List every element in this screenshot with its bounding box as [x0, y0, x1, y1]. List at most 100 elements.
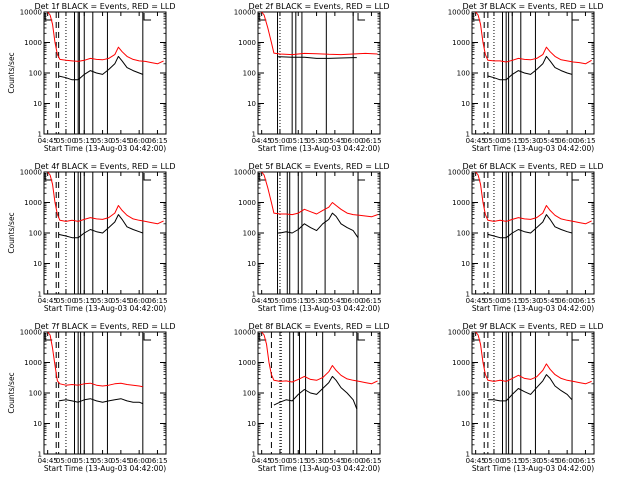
corner-marker [143, 173, 152, 181]
corner-marker [357, 13, 366, 21]
x-tick-label: 05:15 [502, 297, 522, 305]
x-axis-label: Start Time (13-Aug-03 04:42:00) [44, 464, 166, 473]
y-tick-label: 100 [243, 390, 256, 398]
x-tick-label: 05:45 [539, 137, 559, 145]
y-tick-label: 100 [243, 70, 256, 78]
y-tick-label: 1 [38, 451, 42, 459]
lld-rate-line [475, 11, 592, 65]
y-tick-label: 1000 [24, 359, 42, 367]
y-tick-label: 10 [461, 100, 470, 108]
corner-marker [472, 173, 481, 181]
y-tick-label: 1000 [238, 39, 256, 47]
lld-rate-line [47, 171, 164, 225]
y-tick-label: 10000 [448, 169, 470, 177]
x-tick-label: 06:00 [557, 457, 577, 465]
y-tick-label: 1000 [238, 199, 256, 207]
x-tick-label: 04:45 [38, 457, 58, 465]
x-tick-label: 05:30 [520, 457, 540, 465]
x-tick-label: 06:15 [575, 137, 595, 145]
x-tick-label: 05:30 [520, 297, 540, 305]
x-tick-label: 05:00 [484, 297, 504, 305]
x-tick-label: 06:15 [147, 457, 167, 465]
x-tick-label: 05:15 [502, 137, 522, 145]
x-tick-label: 06:15 [147, 137, 167, 145]
x-tick-label: 05:15 [74, 457, 94, 465]
panel-title: Det 5f BLACK = Events, RED = LLD [248, 162, 389, 171]
y-tick-label: 1000 [24, 199, 42, 207]
y-tick-label: 10000 [234, 9, 256, 17]
x-tick-label: 06:15 [361, 457, 381, 465]
panel-title: Det 7f BLACK = Events, RED = LLD [34, 322, 175, 331]
y-tick-label: 100 [457, 390, 470, 398]
y-tick-label: 1000 [452, 359, 470, 367]
x-axis-label: Start Time (13-Aug-03 04:42:00) [258, 144, 380, 153]
corner-marker [357, 333, 366, 341]
x-tick-label: 05:30 [92, 457, 112, 465]
events-rate-line [58, 55, 143, 81]
x-tick-label: 05:15 [74, 297, 94, 305]
corner-marker [258, 13, 267, 21]
corner-marker [143, 333, 152, 341]
panel-title: Det 8f BLACK = Events, RED = LLD [248, 322, 389, 331]
corner-marker [571, 333, 580, 341]
x-tick-label: 05:00 [56, 297, 76, 305]
y-tick-label: 100 [29, 70, 42, 78]
lld-rate-line [261, 171, 378, 218]
y-tick-label: 1 [38, 131, 42, 139]
corner-marker [44, 173, 53, 181]
x-tick-label: 05:45 [325, 137, 345, 145]
plot-frame [471, 331, 595, 455]
y-tick-label: 10 [247, 260, 256, 268]
x-tick-label: 05:00 [56, 457, 76, 465]
plot-frame [257, 171, 381, 295]
x-tick-label: 05:00 [56, 137, 76, 145]
y-tick-label: 10 [461, 420, 470, 428]
x-tick-label: 06:15 [361, 297, 381, 305]
y-tick-label: 100 [29, 390, 42, 398]
x-tick-label: 04:45 [252, 457, 272, 465]
lld-rate-line [475, 171, 592, 225]
detector-panel-9: Det 9f BLACK = Events, RED = LLD04:4505:… [448, 322, 604, 473]
panel-title: Det 1f BLACK = Events, RED = LLD [34, 2, 175, 11]
x-tick-label: 06:00 [343, 137, 363, 145]
x-tick-label: 04:45 [466, 137, 486, 145]
detector-panel-4: Det 4f BLACK = Events, RED = LLD04:4505:… [7, 162, 176, 313]
detector-panel-6: Det 6f BLACK = Events, RED = LLD04:4505:… [448, 162, 604, 313]
x-axis-label: Start Time (13-Aug-03 04:42:00) [258, 464, 380, 473]
x-tick-label: 05:45 [111, 297, 131, 305]
lld-rate-line [261, 331, 378, 385]
y-tick-label: 100 [457, 230, 470, 238]
events-rate-line [58, 398, 143, 405]
detector-panel-3: Det 3f BLACK = Events, RED = LLD04:4505:… [448, 2, 604, 153]
corner-marker [472, 333, 481, 341]
y-tick-label: 10 [247, 100, 256, 108]
lld-rate-line [47, 331, 143, 388]
corner-marker [357, 173, 366, 181]
x-tick-label: 05:45 [325, 297, 345, 305]
corner-marker [44, 13, 53, 21]
y-tick-label: 10000 [234, 169, 256, 177]
lld-rate-line [475, 331, 592, 385]
plot-frame [257, 331, 381, 455]
panel-title: Det 9f BLACK = Events, RED = LLD [462, 322, 603, 331]
lld-rate-line [261, 11, 378, 56]
panel-title: Det 2f BLACK = Events, RED = LLD [248, 2, 389, 11]
x-tick-label: 06:00 [129, 137, 149, 145]
x-tick-label: 06:00 [129, 297, 149, 305]
x-tick-label: 04:45 [252, 297, 272, 305]
y-axis-label: Counts/sec [7, 372, 16, 413]
x-axis-label: Start Time (13-Aug-03 04:42:00) [472, 144, 594, 153]
y-tick-label: 10 [461, 260, 470, 268]
x-tick-label: 06:00 [343, 457, 363, 465]
y-tick-label: 10000 [448, 9, 470, 17]
x-tick-label: 05:15 [74, 137, 94, 145]
x-tick-label: 05:30 [306, 297, 326, 305]
x-tick-label: 05:30 [520, 137, 540, 145]
y-tick-label: 10000 [20, 329, 42, 337]
events-rate-line [273, 375, 358, 410]
x-tick-label: 05:00 [484, 137, 504, 145]
x-tick-label: 05:45 [111, 137, 131, 145]
plot-frame [43, 331, 167, 455]
y-tick-label: 100 [457, 70, 470, 78]
